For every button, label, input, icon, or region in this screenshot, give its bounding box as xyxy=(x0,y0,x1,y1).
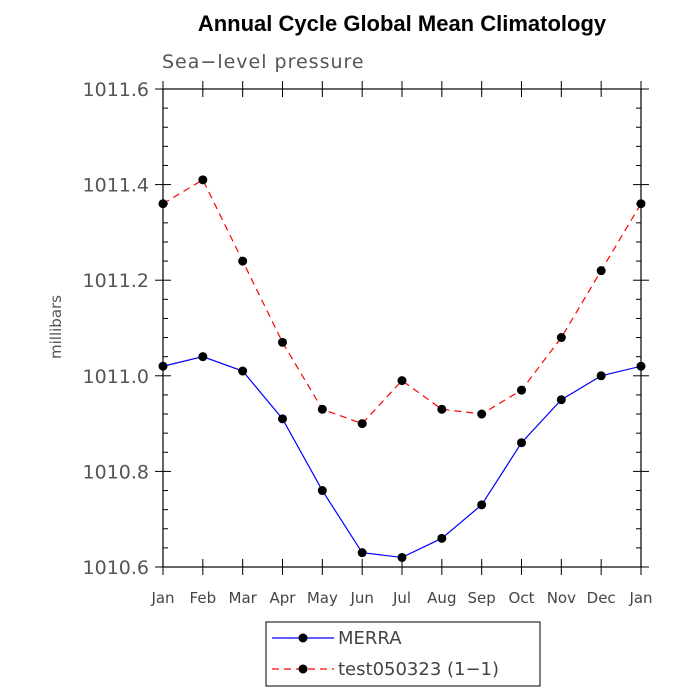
series-1-point xyxy=(158,199,168,209)
y-tick-label: 1010.8 xyxy=(83,461,149,483)
series-0-point xyxy=(397,552,407,562)
series-1-point xyxy=(517,385,526,395)
series-0-point xyxy=(556,395,566,405)
series-0-point xyxy=(596,371,606,381)
series-1-point xyxy=(278,337,287,347)
x-tick-label: May xyxy=(307,589,338,607)
x-tick-label: Oct xyxy=(509,589,535,607)
y-tick-label: 1010.6 xyxy=(83,557,149,579)
series-1-point xyxy=(357,419,367,429)
x-tick-label: Aug xyxy=(427,589,456,607)
legend-marker-0 xyxy=(298,633,308,643)
chart-subtitle: Sea−level pressure xyxy=(162,51,365,73)
legend-label-1: test050323 (1−1) xyxy=(338,659,499,680)
x-tick-label: Jul xyxy=(392,589,411,607)
x-tick-labels: Jan Feb Mar Apr May Jun Jul Aug Sep Oct Nov Dec Jan xyxy=(150,589,652,607)
series-0-point xyxy=(517,438,526,448)
series-1-point xyxy=(437,404,447,414)
series-0-point xyxy=(317,486,327,496)
legend-box xyxy=(265,621,541,687)
series-1-point xyxy=(596,266,606,276)
x-tick-label: Jan xyxy=(628,589,652,607)
x-tick-label: Feb xyxy=(190,589,217,607)
series-lines xyxy=(162,178,642,559)
series-0-point xyxy=(278,414,287,424)
y-axis-label: millibars xyxy=(47,295,65,359)
series-1-point xyxy=(198,175,208,185)
chart-title: Annual Cycle Global Mean Climatology xyxy=(198,11,607,36)
series-1-point xyxy=(317,404,327,414)
series-0-point xyxy=(357,548,367,558)
series-0-point xyxy=(198,352,208,362)
x-tick-label: Jun xyxy=(349,589,373,607)
x-tick-label: Sep xyxy=(468,589,496,607)
series-1-point xyxy=(397,376,407,386)
series-markers xyxy=(158,175,646,562)
x-tick-label: Dec xyxy=(587,589,616,607)
y-tick-label: 1011.2 xyxy=(83,270,149,292)
plot-frame xyxy=(162,88,642,568)
x-tick-label: Jan xyxy=(150,589,174,607)
series-0-point xyxy=(437,533,447,543)
legend-marker-1 xyxy=(298,664,308,674)
x-tick-label: Nov xyxy=(547,589,576,607)
axis-ticks xyxy=(155,81,649,575)
legend-label-0: MERRA xyxy=(338,628,402,649)
series-1-point xyxy=(238,256,248,266)
series-1-point xyxy=(556,333,566,343)
x-tick-label: Mar xyxy=(229,589,258,607)
x-tick-label: Apr xyxy=(270,589,297,607)
y-tick-label: 1011.4 xyxy=(83,175,149,197)
series-1-point xyxy=(636,199,646,209)
series-1-point xyxy=(477,409,487,419)
series-0-point xyxy=(636,361,646,371)
series-0-point xyxy=(477,500,487,510)
y-tick-label: 1011.6 xyxy=(83,79,149,101)
series-line-1 xyxy=(162,178,642,425)
series-0-point xyxy=(238,366,248,376)
series-0-point xyxy=(158,361,168,371)
series-line-0 xyxy=(162,356,642,559)
legend: MERRA test050323 (1−1) xyxy=(265,621,541,687)
y-tick-labels: 1010.6 1010.8 1011.0 1011.2 1011.4 1011.6 xyxy=(83,79,149,579)
y-tick-label: 1011.0 xyxy=(83,366,149,388)
